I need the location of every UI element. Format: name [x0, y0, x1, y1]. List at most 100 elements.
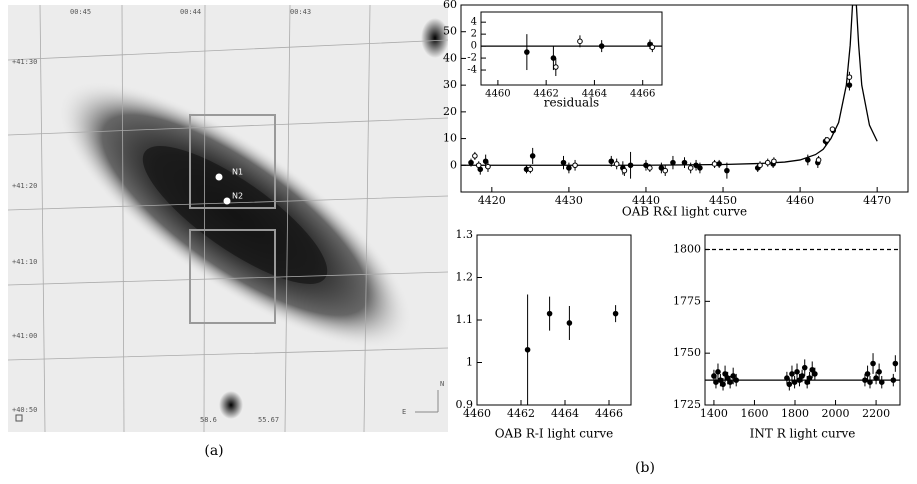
data-point	[784, 375, 790, 381]
data-point	[876, 369, 882, 375]
plot-content	[461, 5, 878, 179]
x-tick-label: 1600	[740, 407, 768, 420]
y-tick-label: -4	[467, 65, 477, 76]
data-point	[527, 166, 534, 173]
x-tick-label: 4462	[533, 89, 558, 100]
data-point	[643, 162, 649, 169]
y-tick-label: -2	[467, 53, 477, 64]
data-point	[475, 162, 482, 169]
data-point	[786, 381, 793, 388]
data-point	[647, 165, 653, 171]
y-tick-label: 1725	[673, 398, 701, 411]
data-point	[801, 364, 808, 371]
compass-label: E	[402, 408, 406, 416]
data-point	[670, 159, 676, 166]
dec-label: +41:10	[12, 258, 37, 266]
data-point	[846, 82, 853, 88]
data-point	[824, 137, 830, 143]
x-axis-label: residuals	[544, 96, 599, 110]
galaxy-image	[8, 5, 448, 432]
compass-label: N	[440, 380, 444, 388]
y-tick-label: 50	[443, 25, 457, 38]
ra-label: 00:44	[180, 8, 201, 16]
scale-label: 55.67	[258, 416, 279, 424]
data-point	[713, 379, 719, 385]
data-point	[890, 377, 897, 383]
y-tick-label: 10	[443, 132, 457, 145]
data-point	[806, 375, 813, 381]
data-point	[612, 310, 619, 317]
marker-label: N2	[232, 192, 243, 201]
data-point	[789, 371, 795, 377]
y-tick-label: 1775	[673, 294, 701, 307]
y-tick-label: 1.1	[456, 313, 474, 326]
x-tick-label: 4464	[582, 89, 607, 100]
data-point	[693, 162, 699, 169]
x-tick-label: 1800	[781, 407, 809, 420]
data-point	[791, 379, 798, 385]
y-tick-label: 60	[443, 0, 457, 11]
data-point	[892, 360, 899, 367]
y-tick-label: 1	[466, 356, 473, 369]
panel-label: (b)	[635, 460, 655, 476]
x-tick-label: 4450	[709, 194, 737, 207]
data-point	[608, 158, 615, 165]
data-point	[613, 161, 620, 167]
data-point	[482, 158, 489, 165]
x-axis-label: INT R light curve	[750, 427, 856, 441]
plot-area	[480, 11, 663, 86]
data-point	[878, 379, 885, 385]
data-point	[846, 74, 853, 80]
data-point	[697, 165, 703, 171]
data-point	[730, 373, 736, 379]
x-tick-label: 4460	[786, 194, 814, 207]
x-tick-label: 2200	[862, 407, 890, 420]
data-point	[524, 49, 530, 55]
data-point	[815, 157, 822, 163]
data-point	[577, 38, 583, 45]
data-point	[681, 159, 688, 166]
dec-label: +41:20	[12, 182, 37, 190]
data-point	[598, 43, 605, 49]
x-tick-label: 4460	[485, 89, 510, 100]
plot-content	[524, 294, 619, 405]
data-point	[662, 167, 669, 174]
data-point	[553, 64, 559, 70]
data-point	[799, 373, 805, 379]
data-point	[716, 161, 722, 167]
data-point	[472, 153, 478, 159]
data-point	[468, 159, 474, 166]
data-point	[546, 310, 553, 317]
data-point	[560, 159, 567, 166]
x-tick-label: 4466	[630, 89, 655, 100]
y-tick-label: 1800	[673, 243, 701, 256]
x-tick-label: 4466	[595, 407, 623, 420]
x-tick-label: 1400	[700, 407, 728, 420]
data-point	[566, 165, 572, 171]
panel-label: (a)	[204, 443, 223, 459]
dec-label: +40:50	[12, 406, 37, 414]
x-tick-label: 2000	[822, 407, 850, 420]
chart: 1400 1600 1800 2000 2200 1725 1750 1775 1800 INT …	[673, 234, 901, 441]
plot-content	[481, 34, 662, 77]
data-point	[485, 163, 491, 170]
data-point	[727, 379, 733, 385]
scale-label: 58.6	[200, 416, 217, 424]
data-point	[870, 360, 876, 367]
data-point	[621, 167, 628, 174]
data-point	[757, 162, 763, 169]
data-point	[764, 159, 771, 166]
data-point	[715, 369, 721, 375]
x-axis-label: OAB R&I light curve	[622, 205, 747, 219]
y-tick-label: 1.3	[456, 228, 474, 241]
data-point	[572, 162, 578, 169]
y-tick-label: 1750	[673, 346, 701, 359]
y-tick-label: 2	[471, 29, 477, 40]
x-tick-label: 4440	[632, 194, 660, 207]
y-tick-label: 4	[471, 17, 477, 28]
data-point	[550, 55, 557, 61]
dec-label: +41:00	[12, 332, 37, 340]
data-point	[649, 44, 656, 51]
data-point	[862, 377, 868, 383]
